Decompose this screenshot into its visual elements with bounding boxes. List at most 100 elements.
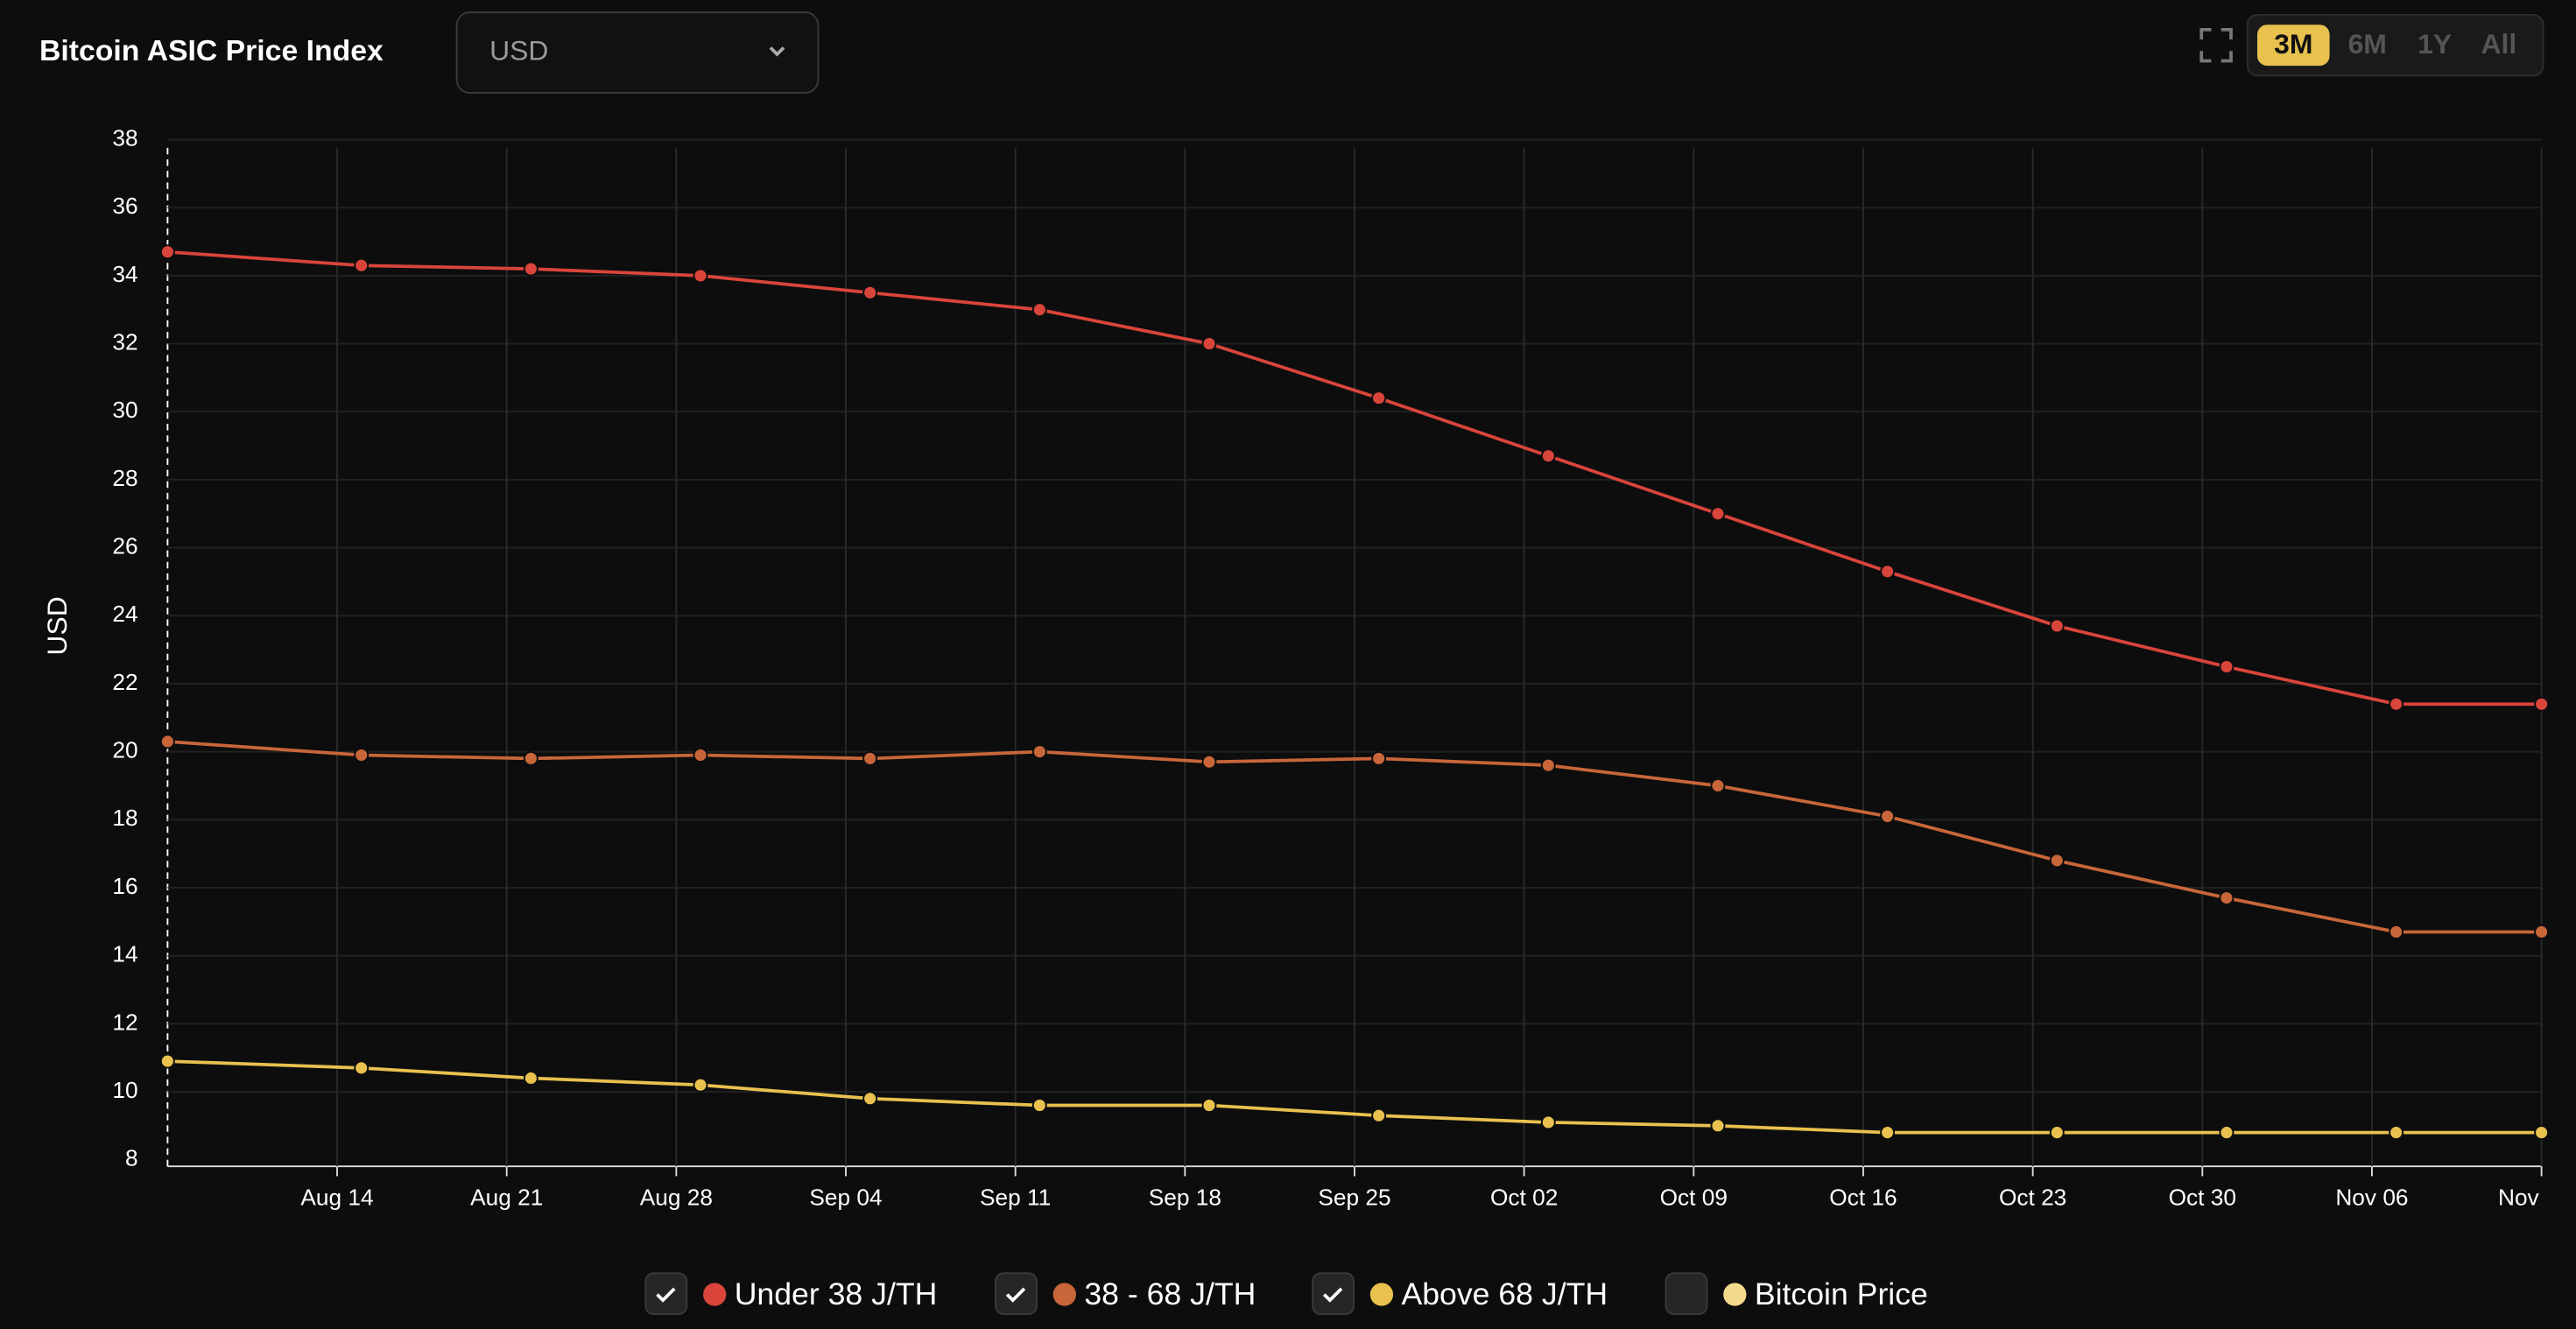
- currency-value: USD: [489, 35, 548, 67]
- y-tick-label: 38: [112, 124, 137, 151]
- legend-label: 38 - 68 J/TH: [1084, 1276, 1256, 1311]
- data-point: [2534, 1125, 2550, 1141]
- legend-label: Above 68 J/TH: [1401, 1276, 1608, 1311]
- range-button[interactable]: 1Y: [2418, 28, 2452, 60]
- y-tick-label: 26: [112, 533, 137, 559]
- data-point: [1031, 1098, 1047, 1113]
- data-point: [354, 1060, 370, 1076]
- y-tick-label: 24: [112, 601, 137, 627]
- y-tick-label: 14: [112, 941, 137, 967]
- data-point: [1540, 757, 1556, 773]
- data-point: [2389, 696, 2404, 712]
- legend-checkbox[interactable]: [995, 1272, 1038, 1316]
- y-tick-label: 34: [112, 261, 137, 287]
- data-point: [1710, 506, 1726, 522]
- data-point: [2049, 618, 2065, 634]
- x-tick-label: Oct 16: [1829, 1185, 1897, 1211]
- data-point: [1031, 744, 1047, 760]
- y-tick-label: 18: [112, 805, 137, 831]
- dropdown-chevron: [769, 46, 785, 57]
- range-button[interactable]: 3M: [2274, 28, 2312, 60]
- x-tick-label: Sep 04: [809, 1185, 882, 1211]
- y-tick-label: 8: [125, 1145, 138, 1171]
- legend-swatch: [1369, 1283, 1394, 1306]
- data-point: [1540, 448, 1556, 464]
- data-point: [862, 750, 878, 766]
- data-point: [354, 257, 370, 273]
- range-button[interactable]: All: [2481, 28, 2516, 60]
- y-tick-label: 36: [112, 193, 137, 219]
- x-tick-label: Nov 06: [2335, 1185, 2408, 1211]
- data-point: [2219, 659, 2235, 674]
- data-point: [862, 1091, 878, 1107]
- check-mark: [656, 1287, 676, 1303]
- data-point: [2534, 925, 2550, 939]
- y-tick-label: 12: [112, 1009, 137, 1035]
- x-tick-label: Aug 28: [640, 1185, 713, 1211]
- range-button[interactable]: 6M: [2348, 28, 2387, 60]
- y-tick-label: 10: [112, 1077, 137, 1103]
- legend-label: Bitcoin Price: [1755, 1276, 1928, 1311]
- data-point: [1371, 1108, 1387, 1123]
- data-point: [1710, 778, 1726, 793]
- legend-swatch: [1723, 1283, 1747, 1306]
- data-point: [2219, 890, 2235, 906]
- legend-checkbox[interactable]: [1312, 1272, 1355, 1316]
- data-point: [2389, 1125, 2404, 1141]
- x-tick-label: Nov: [2498, 1185, 2540, 1211]
- data-point: [159, 244, 175, 260]
- data-point: [523, 750, 538, 766]
- data-point: [1201, 754, 1217, 770]
- x-tick-label: Oct 02: [1490, 1185, 1558, 1211]
- data-point: [1540, 1115, 1556, 1130]
- data-point: [2534, 696, 2550, 712]
- data-point: [1031, 302, 1047, 318]
- legend-swatch: [703, 1283, 727, 1306]
- y-tick-label: 28: [112, 465, 137, 491]
- data-point: [159, 734, 175, 749]
- data-point: [2219, 1125, 2235, 1141]
- y-tick-label: 16: [112, 873, 137, 899]
- y-tick-label: 22: [112, 669, 137, 695]
- data-point: [2049, 853, 2065, 868]
- x-tick-label: Oct 30: [2169, 1185, 2236, 1211]
- data-point: [523, 1071, 538, 1086]
- x-tick-label: Oct 09: [1660, 1185, 1728, 1211]
- legend-checkbox[interactable]: [644, 1272, 688, 1316]
- range-active-bg: [2257, 25, 2330, 67]
- data-point: [2049, 1125, 2065, 1141]
- check-mark: [1005, 1287, 1026, 1303]
- x-tick-label: Oct 23: [1999, 1185, 2066, 1211]
- fullscreen-icon[interactable]: [2199, 27, 2233, 63]
- data-point: [354, 748, 370, 763]
- check-mark: [1322, 1287, 1343, 1303]
- data-point: [1880, 1125, 1896, 1141]
- data-point: [693, 1077, 708, 1093]
- data-point: [523, 261, 538, 277]
- x-tick-label: Sep 11: [980, 1185, 1051, 1211]
- y-tick-label: 20: [112, 737, 137, 763]
- data-point: [1880, 564, 1896, 580]
- data-point: [2389, 925, 2404, 939]
- legend-label: Under 38 J/TH: [735, 1276, 938, 1311]
- x-tick-label: Aug 14: [300, 1185, 373, 1211]
- data-point: [1201, 1098, 1217, 1113]
- data-point: [1371, 750, 1387, 766]
- data-point: [693, 748, 708, 763]
- data-point: [693, 268, 708, 284]
- x-tick-label: Sep 18: [1149, 1185, 1221, 1211]
- y-axis-label: USD: [41, 596, 73, 655]
- data-point: [1371, 390, 1387, 406]
- x-tick-label: Sep 25: [1318, 1185, 1390, 1211]
- page-title: Bitcoin ASIC Price Index: [39, 34, 384, 67]
- data-point: [159, 1053, 175, 1069]
- x-tick-label: Aug 21: [470, 1185, 543, 1211]
- legend-checkbox[interactable]: [1665, 1272, 1708, 1316]
- y-tick-label: 30: [112, 397, 137, 423]
- data-point: [1201, 336, 1217, 352]
- currency-dropdown[interactable]: [455, 11, 820, 94]
- y-tick-label: 32: [112, 329, 137, 355]
